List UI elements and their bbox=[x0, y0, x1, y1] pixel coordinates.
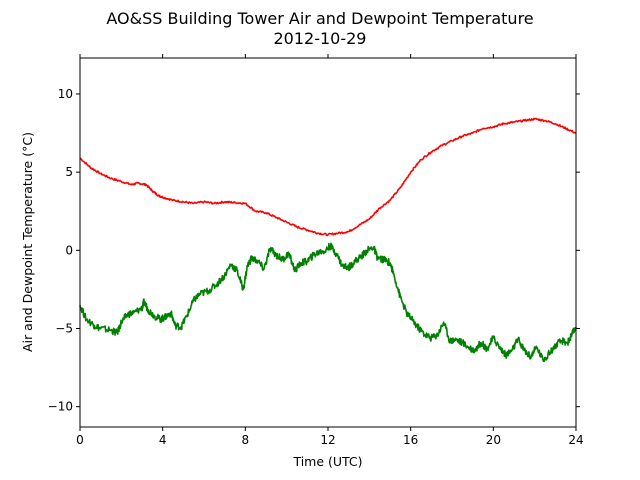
x-tick-label: 20 bbox=[486, 433, 501, 447]
y-tick-label: 0 bbox=[65, 243, 73, 257]
x-tick-label: 16 bbox=[403, 433, 418, 447]
x-axis: 0 4 8 12 16 20 24 bbox=[76, 54, 584, 447]
y-tick-label: 5 bbox=[65, 165, 73, 179]
series-line-2 bbox=[79, 242, 577, 363]
y-axis: −10 −5 0 5 10 bbox=[48, 87, 580, 414]
chart-title: AO&SS Building Tower Air and Dewpoint Te… bbox=[106, 9, 533, 28]
x-tick-label: 8 bbox=[242, 433, 250, 447]
y-tick-label: 10 bbox=[58, 87, 73, 101]
y-axis-label: Air and Dewpoint Temperature (°C) bbox=[20, 132, 35, 352]
x-tick-label: 12 bbox=[320, 433, 335, 447]
x-axis-label: Time (UTC) bbox=[292, 454, 362, 469]
x-tick-label: 0 bbox=[76, 433, 84, 447]
x-tick-label: 24 bbox=[568, 433, 583, 447]
series-line-1 bbox=[79, 117, 577, 237]
series-layer bbox=[79, 117, 577, 363]
y-tick-label: −5 bbox=[55, 321, 73, 335]
chart-subtitle: 2012-10-29 bbox=[274, 29, 367, 48]
y-tick-label: −10 bbox=[48, 400, 73, 414]
x-tick-label: 4 bbox=[159, 433, 167, 447]
